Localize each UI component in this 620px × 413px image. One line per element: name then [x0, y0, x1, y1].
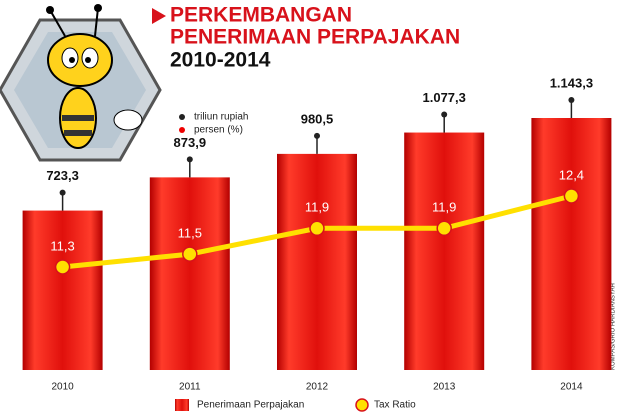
- legend-label: Tax Ratio: [374, 400, 416, 411]
- line-label: 12,4: [559, 167, 584, 182]
- x-tick-label: 2012: [306, 382, 329, 393]
- line-point: [54, 259, 71, 275]
- value-label: 723,3: [46, 168, 79, 183]
- line-label: 11,5: [178, 226, 202, 241]
- unit-key: [179, 127, 185, 133]
- value-label: 1.077,3: [423, 90, 466, 105]
- unit-legend: persen (%): [194, 125, 243, 136]
- mascot: [0, 4, 162, 162]
- value-pin-head: [568, 97, 575, 103]
- value-label: 980,5: [301, 111, 334, 126]
- bar: [531, 118, 612, 370]
- title: PENERIMAAN PERPAJAKAN: [170, 26, 460, 49]
- bar: [277, 153, 357, 370]
- title-arrow: [152, 8, 166, 24]
- line-label: 11,9: [305, 200, 329, 215]
- x-tick-label: 2010: [51, 382, 74, 393]
- x-tick-label: 2013: [433, 382, 456, 393]
- value-label: 873,9: [174, 135, 207, 150]
- line-point: [436, 220, 452, 237]
- line-point: [182, 246, 198, 262]
- value-pin-head: [186, 156, 193, 163]
- title: PERKEMBANGAN: [170, 4, 352, 27]
- credit: KOMPAS/GRIO HARDIANSYAH: [611, 283, 617, 370]
- value-pin-head: [314, 132, 320, 139]
- line-label: 11,9: [432, 200, 456, 215]
- line-point: [563, 188, 580, 204]
- legend-label: Penerimaan Perpajakan: [197, 400, 304, 411]
- line-label: 11,3: [50, 238, 74, 253]
- x-tick-label: 2014: [560, 382, 583, 393]
- value-pin-head: [441, 111, 448, 118]
- unit-key: [179, 114, 185, 120]
- legend-swatch: [175, 399, 189, 411]
- bar: [149, 177, 230, 370]
- legend-swatch: [355, 398, 369, 412]
- line-point: [309, 220, 325, 237]
- value-pin-head: [59, 189, 66, 196]
- value-label: 1.143,3: [550, 75, 593, 90]
- x-tick-label: 2011: [179, 382, 201, 393]
- bar: [22, 210, 103, 370]
- title: 2010-2014: [170, 49, 271, 72]
- unit-legend: triliun rupiah: [194, 112, 248, 123]
- bar: [404, 132, 485, 370]
